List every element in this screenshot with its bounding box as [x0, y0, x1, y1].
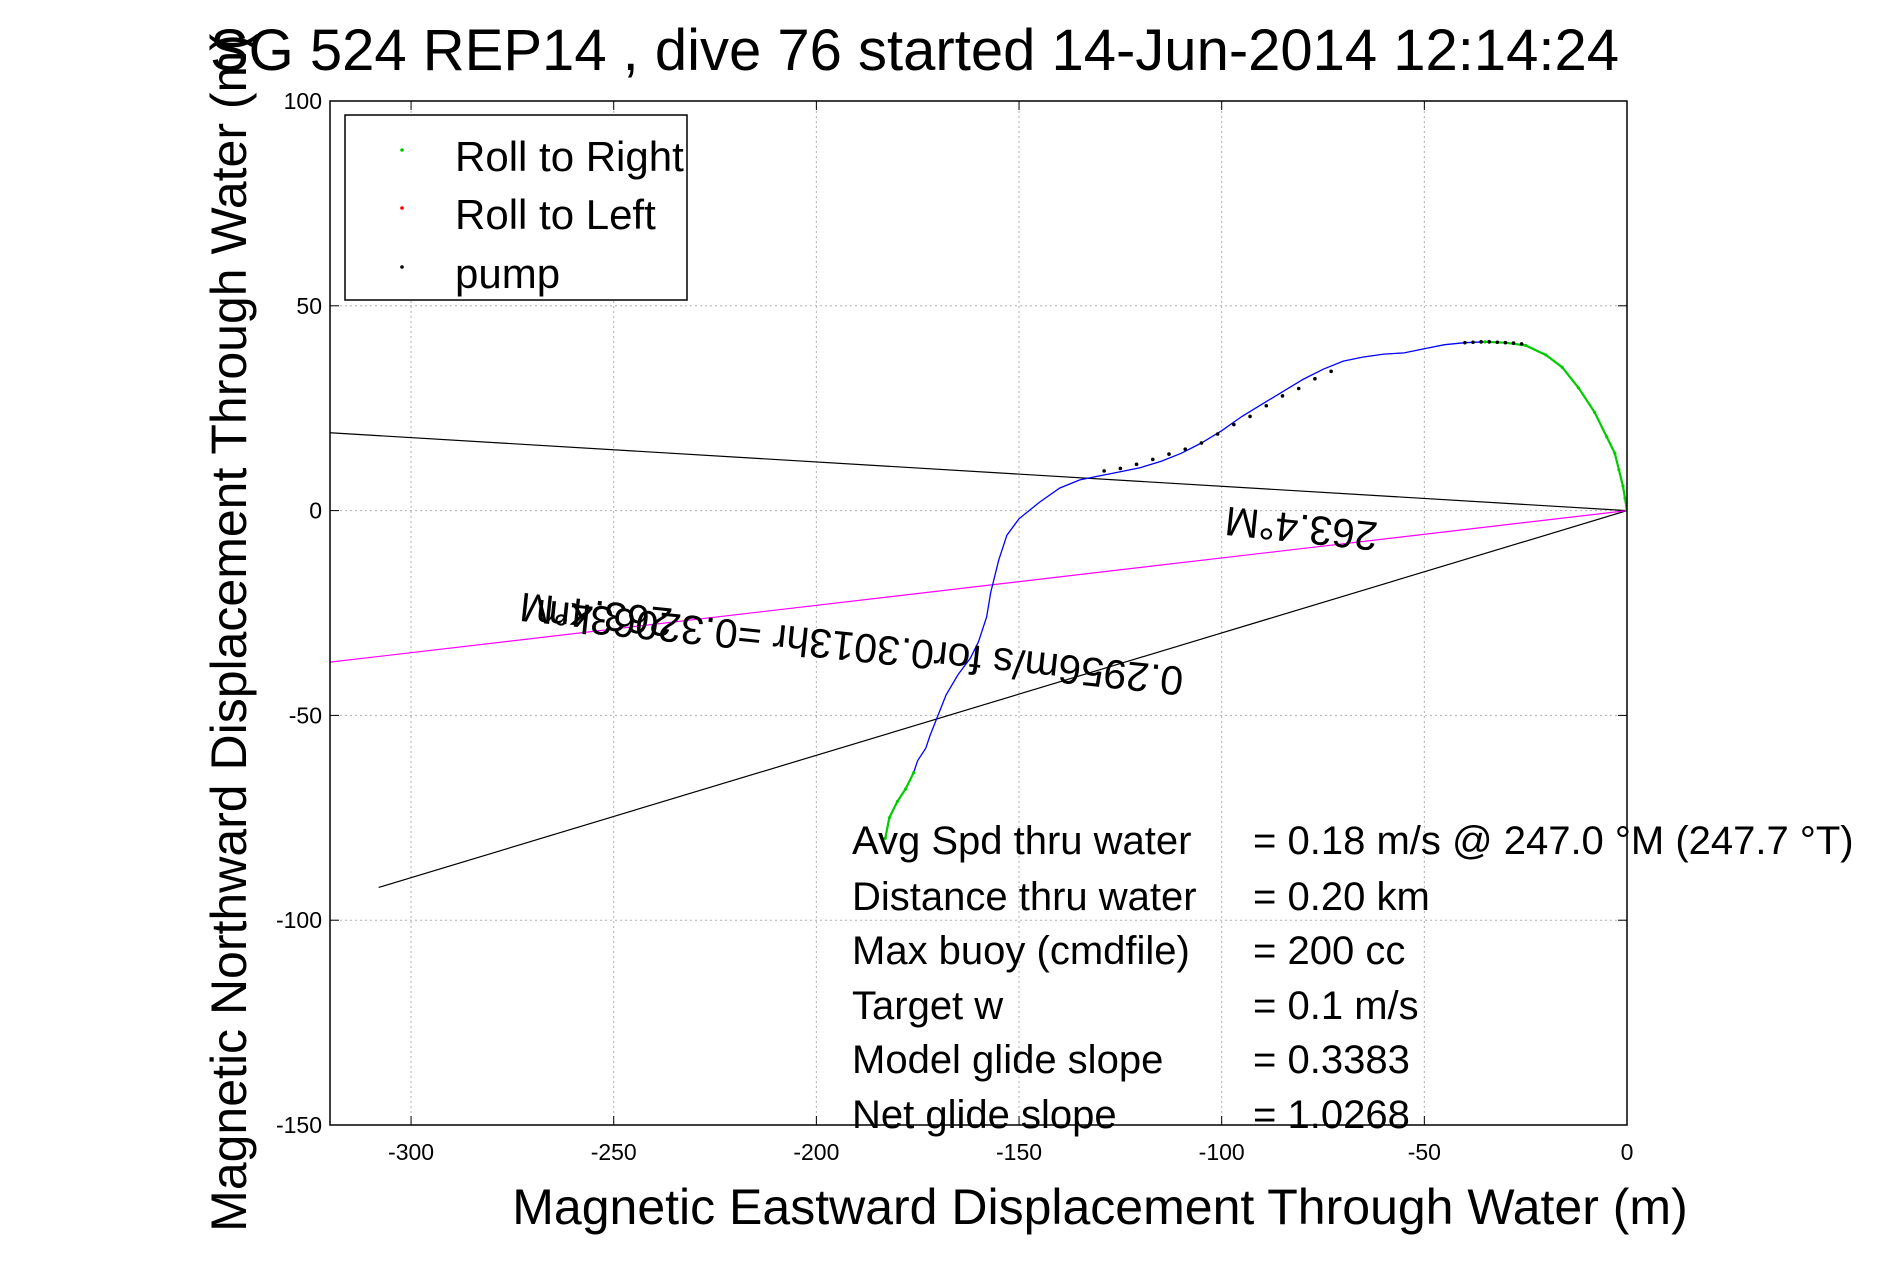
pump-point — [1487, 340, 1491, 344]
series-point — [887, 816, 891, 820]
series-point — [1560, 365, 1564, 369]
series-point — [1592, 410, 1597, 414]
y-axis-label: Magnetic Northward Displacement Through … — [201, 34, 257, 1232]
x-tick-label: -100 — [1199, 1139, 1245, 1165]
series-point — [1617, 468, 1621, 472]
y-tick-label: -100 — [276, 907, 322, 933]
legend: Roll to Right Roll to Left pump — [344, 114, 688, 301]
x-axis-label: Magnetic Eastward Displacement Through W… — [512, 1179, 1687, 1235]
pump-point — [1329, 369, 1333, 374]
pump-point — [1503, 340, 1508, 345]
stat-value-net-glide: = 1.0268 — [1253, 1093, 1410, 1137]
legend-marker-pump — [400, 265, 404, 269]
stat-label-model-glide: Model glide slope — [852, 1038, 1163, 1082]
stat-label-distance: Distance thru water — [852, 875, 1197, 919]
pump-point — [1511, 341, 1516, 345]
series-point — [1576, 386, 1580, 390]
pump-point — [1248, 414, 1252, 419]
series-point — [1613, 451, 1617, 455]
legend-label-pump: pump — [455, 250, 560, 297]
y-axis-label-tail: ( — [201, 33, 257, 50]
plot-content — [330, 340, 1627, 889]
x-ticks: -300 -250 -200 -150 -100 -50 0 — [388, 101, 1633, 1165]
pump-point — [1313, 376, 1317, 381]
x-tick-label: -150 — [996, 1139, 1042, 1165]
series-point — [903, 787, 908, 791]
series-point — [1524, 343, 1528, 348]
pump-point — [1150, 457, 1155, 462]
reference-lines — [330, 432, 1627, 889]
pump-point — [1118, 466, 1123, 471]
stat-label-target-w: Target w — [852, 984, 1003, 1028]
pump-point — [1471, 340, 1475, 345]
stat-value-avg-speed: = 0.18 m/s @ 247.0 °M (247.7 °T) — [1253, 819, 1854, 863]
pump-point — [1519, 342, 1524, 346]
magenta-line — [330, 510, 1627, 663]
y-tick-label: 100 — [284, 88, 322, 114]
y-ticks: 100 50 0 -50 -100 -150 — [276, 88, 1627, 1138]
stat-label-net-glide: Net glide slope — [852, 1093, 1117, 1137]
series-point — [1621, 484, 1625, 488]
x-tick-label: -200 — [793, 1139, 839, 1165]
x-tick-label: -50 — [1408, 1139, 1441, 1165]
y-tick-label: -150 — [276, 1112, 322, 1138]
x-tick-label: -250 — [591, 1139, 637, 1165]
stat-value-distance: = 0.20 km — [1253, 875, 1430, 919]
series-point — [1623, 496, 1627, 500]
pump-points — [1102, 340, 1524, 473]
pump-point — [1296, 386, 1301, 391]
pump-point — [1102, 469, 1106, 473]
series-point — [1544, 353, 1548, 357]
pump-point — [1167, 452, 1171, 456]
legend-marker-roll-right — [400, 148, 404, 152]
pump-point — [1495, 340, 1500, 345]
stat-value-model-glide: = 0.3383 — [1253, 1038, 1410, 1082]
y-tick-label: -50 — [289, 702, 322, 728]
pump-point — [1183, 447, 1188, 451]
black-line-lower — [378, 510, 1627, 889]
series-point — [1483, 340, 1487, 344]
series-point — [1605, 435, 1609, 439]
black-line-upper — [330, 432, 1627, 512]
plot-frame — [329, 100, 1628, 1126]
stat-label-avg-speed: Avg Spd thru water — [852, 819, 1191, 863]
y-tick-label: 50 — [296, 293, 322, 319]
pump-point — [1215, 432, 1220, 436]
legend-marker-roll-left — [400, 206, 404, 210]
pump-point — [1479, 340, 1483, 344]
series-point — [883, 836, 887, 840]
pump-point — [1232, 422, 1236, 427]
stat-label-max-buoy: Max buoy (cmdfile) — [852, 929, 1190, 973]
legend-label-roll-right: Roll to Right — [455, 133, 684, 180]
pump-point — [1199, 441, 1204, 445]
legend-label-roll-left: Roll to Left — [455, 191, 656, 238]
series-point — [912, 771, 916, 775]
dive-stats: Avg Spd thru water = 0.18 m/s @ 247.0 °M… — [852, 819, 1854, 1137]
chart-title: SG 524 REP14 , dive 76 started 14-Jun-20… — [210, 18, 1619, 83]
stat-value-max-buoy: = 200 cc — [1253, 929, 1405, 973]
series-point — [895, 799, 900, 804]
pump-point — [1264, 403, 1269, 408]
pump-point — [1134, 462, 1139, 467]
y-tick-label: 0 — [309, 498, 322, 524]
pump-point — [1463, 340, 1467, 345]
x-tick-label: -300 — [388, 1139, 434, 1165]
pump-point — [1280, 394, 1285, 398]
stat-value-target-w: = 0.1 m/s — [1253, 984, 1419, 1028]
x-tick-label: 0 — [1621, 1139, 1634, 1165]
